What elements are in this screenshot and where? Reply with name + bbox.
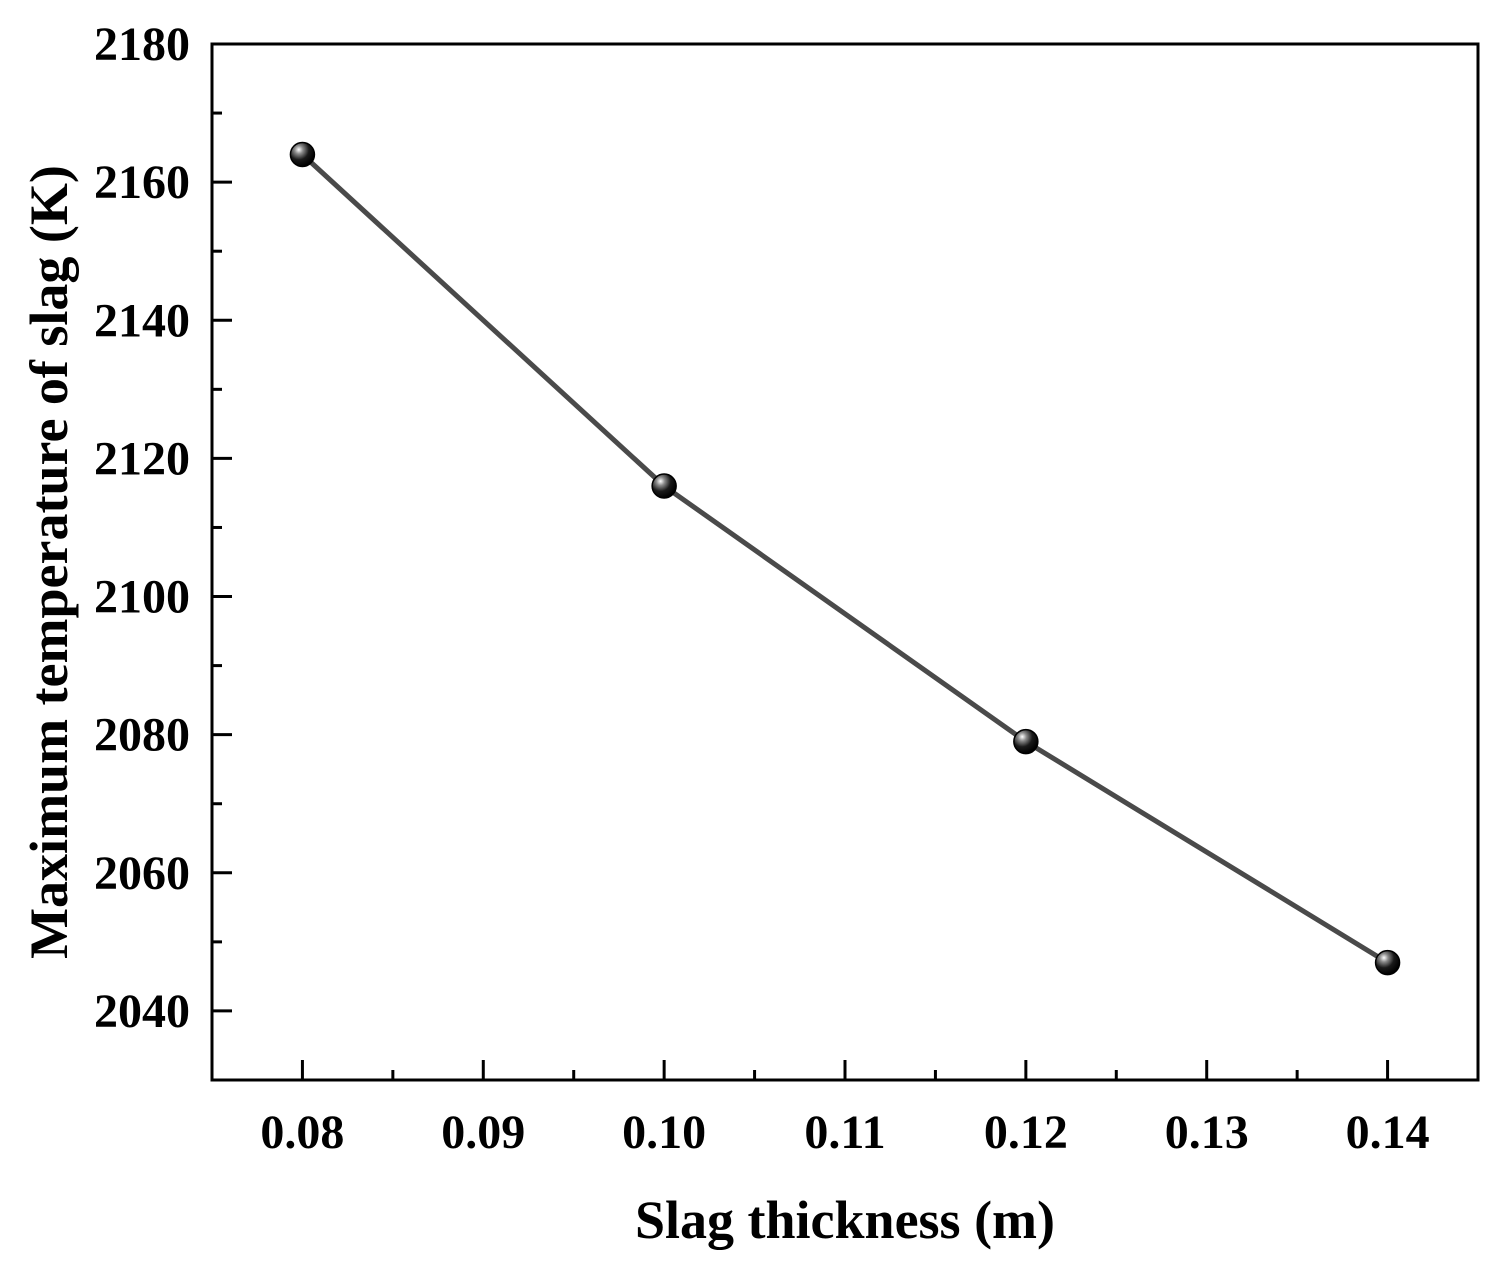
data-point <box>289 141 316 168</box>
x-tick-label: 0.08 <box>260 1106 344 1159</box>
y-tick-label: 2160 <box>94 156 190 209</box>
x-tick-label: 0.11 <box>804 1106 885 1159</box>
series-layer <box>300 152 1389 965</box>
y-tick-label: 2080 <box>94 709 190 762</box>
plot-frame <box>210 42 1480 1082</box>
y-tick-label: 2120 <box>94 432 190 485</box>
y-tick-label: 2140 <box>94 294 190 347</box>
x-tick-label: 0.10 <box>622 1106 706 1159</box>
x-tick-label: 0.14 <box>1346 1106 1430 1159</box>
y-tick-label: 2060 <box>94 847 190 900</box>
y-tick-label: 2040 <box>94 985 190 1038</box>
x-tick-label: 0.09 <box>441 1106 525 1159</box>
y-axis-title: Maximum temperature of slag (K) <box>19 165 79 959</box>
data-point <box>651 473 677 499</box>
data-point <box>1374 949 1401 976</box>
x-axis-title: Slag thickness (m) <box>635 1190 1055 1250</box>
y-tick-label: 2100 <box>94 571 190 624</box>
data-point <box>1013 728 1039 755</box>
series-line <box>300 152 1389 965</box>
x-tick-label: 0.13 <box>1165 1106 1249 1159</box>
tick-labels-layer: 0.08 0.09 0.10 0.11 0.12 0.13 0.14 2040 2060 2080… <box>94 18 1430 1159</box>
y-tick-label: 2180 <box>94 18 190 71</box>
x-tick-label: 0.12 <box>984 1106 1068 1159</box>
ticks-layer <box>212 42 1390 1080</box>
markers-layer <box>289 141 1401 976</box>
